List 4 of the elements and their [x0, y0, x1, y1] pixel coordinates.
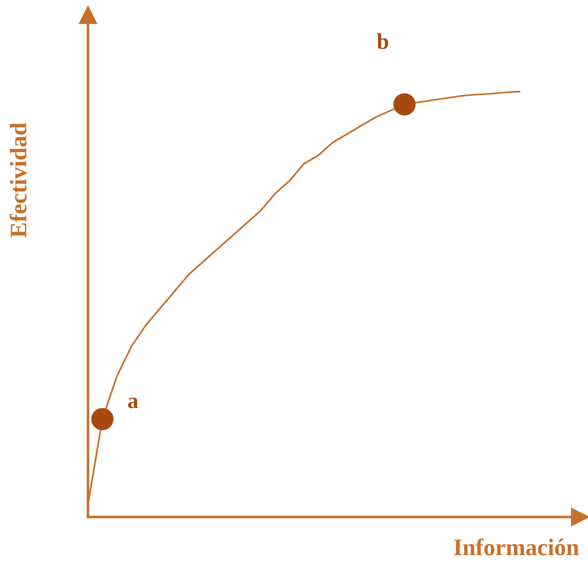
series-label: a [128, 398, 138, 408]
text: b [376, 33, 388, 49]
y-axis-title: Efectividad [10, 122, 26, 238]
x-axis-title: Información [454, 538, 579, 556]
